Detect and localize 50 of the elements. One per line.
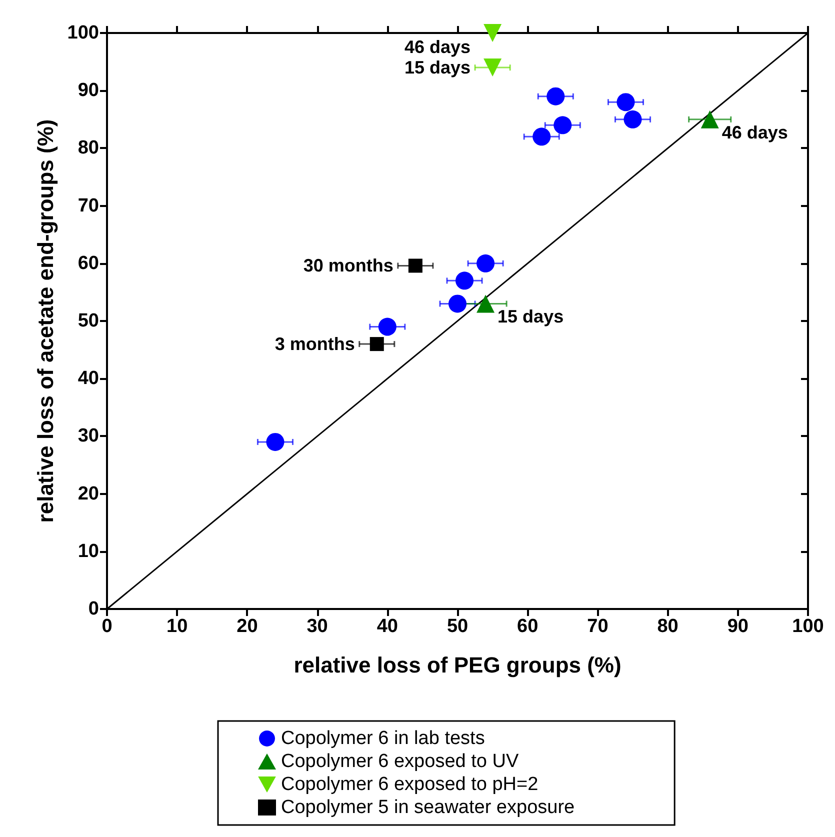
- point: [456, 272, 474, 290]
- annotation: 46 days: [404, 37, 471, 57]
- legend-label: Copolymer 5 in seawater exposure: [281, 797, 575, 818]
- x-axis-title: relative loss of PEG groups (%): [294, 652, 622, 678]
- x-tick-label: 10: [166, 616, 188, 637]
- y-tick-label: 60: [78, 252, 99, 274]
- point: [484, 58, 502, 77]
- x-tick-label: 60: [517, 616, 538, 637]
- y-tick-label: 100: [67, 22, 99, 44]
- y-axis-title: relative loss of acetate end-groups (%): [32, 119, 58, 523]
- annotation: 3 months: [274, 334, 355, 354]
- y-tick-label: 30: [78, 426, 99, 447]
- point: [266, 432, 284, 451]
- x-tick-label: 40: [376, 616, 398, 637]
- point: [624, 110, 642, 128]
- y-tick-label: 80: [78, 138, 99, 159]
- point: [408, 258, 422, 273]
- point: [448, 294, 466, 313]
- legend-label: Copolymer 6 in lab tests: [281, 728, 485, 749]
- point: [700, 110, 719, 128]
- x-tick-label: 20: [236, 616, 258, 637]
- point: [476, 294, 495, 313]
- point: [484, 24, 502, 42]
- y-tick-label: 10: [78, 540, 99, 562]
- y-tick-label: 50: [78, 310, 99, 332]
- point: [616, 93, 635, 112]
- x-tick-label: 0: [102, 616, 112, 637]
- legend-label: Copolymer 6 exposed to pH=2: [281, 774, 538, 795]
- x-tick-label: 100: [792, 616, 824, 637]
- annotation: 15 days: [498, 306, 564, 327]
- y-tick-label: 70: [78, 195, 99, 216]
- legend-label: Copolymer 6 exposed to UV: [281, 751, 519, 772]
- point: [532, 128, 551, 146]
- point: [554, 116, 572, 134]
- y-tick-label: 0: [88, 598, 99, 620]
- annotation: 30 months: [303, 256, 394, 276]
- y-tick-label: 90: [78, 80, 99, 102]
- x-tick-label: 90: [727, 616, 748, 637]
- y-tick-label: 40: [78, 368, 99, 390]
- point: [476, 254, 495, 272]
- x-tick-label: 50: [446, 616, 468, 637]
- annotation: 46 days: [722, 122, 788, 142]
- x-tick-label: 80: [657, 616, 678, 637]
- point: [378, 318, 396, 336]
- y-tick-label: 20: [78, 483, 99, 504]
- x-tick-label: 70: [587, 616, 608, 637]
- point: [546, 87, 565, 106]
- point: [370, 337, 384, 352]
- x-tick-label: 30: [306, 616, 328, 637]
- annotation: 15 days: [404, 58, 471, 78]
